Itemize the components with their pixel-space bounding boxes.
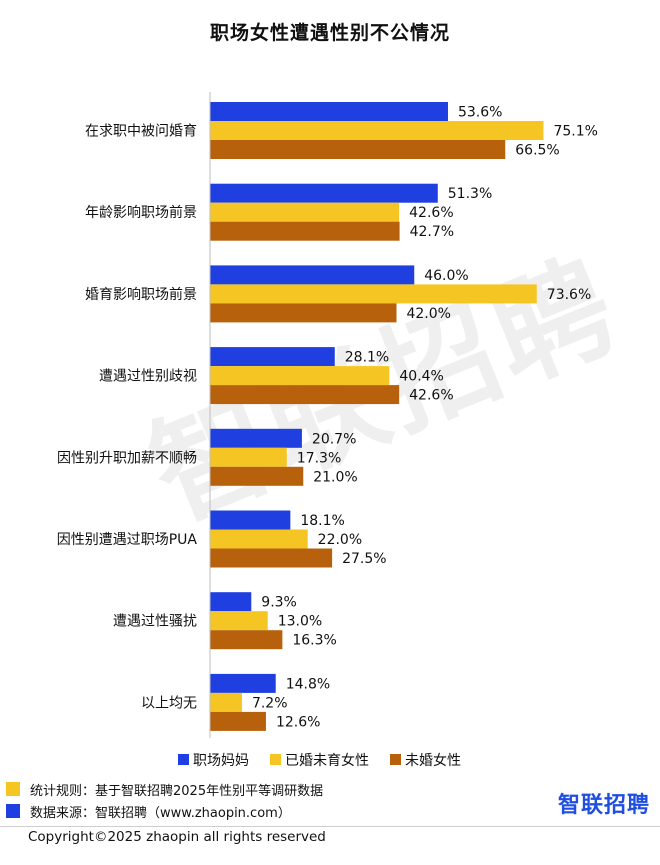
data-label: 7.2%: [252, 695, 288, 711]
data-label: 22.0%: [318, 532, 362, 548]
data-label: 73.6%: [547, 287, 591, 303]
bar: [210, 548, 333, 568]
note-source-swatch: [6, 804, 20, 818]
category-label: 遭遇过性骚扰: [113, 614, 197, 630]
bar: [210, 592, 252, 612]
brand-logo: 智联招聘: [557, 793, 650, 818]
note-rule: 统计规则：基于智联招聘2025年性别平等调研数据: [6, 780, 324, 799]
bar: [210, 284, 537, 304]
bar: [210, 183, 438, 203]
bar: [210, 611, 268, 631]
bar: [210, 711, 266, 731]
bar: [210, 221, 400, 241]
data-label: 13.0%: [278, 614, 322, 630]
data-label: 51.3%: [448, 186, 492, 202]
data-label: 42.6%: [409, 388, 453, 404]
data-label: 42.6%: [409, 205, 453, 221]
data-label: 75.1%: [553, 124, 597, 140]
data-label: 18.1%: [300, 513, 344, 529]
data-label: 46.0%: [424, 268, 468, 284]
bar: [210, 529, 308, 549]
category-labels: 在求职中被问婚育年龄影响职场前景婚育影响职场前景遭遇过性别歧视因性别升职加薪不顺…: [57, 124, 198, 712]
bar: [210, 692, 242, 712]
data-label: 16.3%: [292, 633, 336, 649]
category-label: 年龄影响职场前景: [85, 204, 197, 221]
data-label: 21.0%: [313, 469, 357, 485]
bar: [210, 428, 302, 448]
legend-label: 职场妈妈: [193, 753, 249, 769]
bar-chart: 在求职中被问婚育年龄影响职场前景婚育影响职场前景遭遇过性别歧视因性别升职加薪不顺…: [57, 92, 598, 769]
category-label: 因性别升职加薪不顺畅: [57, 450, 197, 466]
bar: [210, 385, 400, 405]
legend-swatch: [270, 754, 281, 765]
data-label: 40.4%: [399, 369, 443, 385]
chart-title: 职场女性遭遇性别不公情况: [209, 22, 450, 44]
bar: [210, 510, 291, 530]
category-label: 因性别遭遇过职场PUA: [57, 532, 198, 548]
bar: [210, 447, 287, 467]
category-label: 婚育影响职场前景: [85, 286, 197, 303]
data-label: 66.5%: [515, 143, 559, 159]
note-source: 数据来源：智联招聘（www.zhaopin.com）: [6, 802, 291, 821]
legend-label: 未婚女性: [405, 752, 461, 769]
bar: [210, 366, 390, 386]
bar: [210, 140, 506, 159]
data-label: 27.5%: [342, 551, 386, 567]
legend-label: 已婚未育女性: [285, 752, 369, 769]
bar: [210, 265, 415, 285]
bar: [210, 303, 397, 323]
value-labels: 53.6% 75.1% 66.5% 51.3% 42.6% 42.7% 46.0% 73.6%…: [252, 105, 598, 731]
copyright: Copyright©2025 zhaopin all rights reserv…: [28, 829, 326, 845]
bars: [210, 102, 544, 731]
legend-swatch: [178, 754, 189, 765]
category-label: 以上均无: [141, 695, 197, 711]
bar: [210, 673, 276, 693]
legend-swatch: [390, 754, 401, 765]
data-label: 28.1%: [345, 350, 389, 366]
data-label: 9.3%: [261, 595, 297, 611]
data-label: 53.6%: [458, 105, 502, 121]
data-label: 14.8%: [286, 676, 330, 692]
bar: [210, 102, 448, 121]
divider: [0, 826, 660, 827]
data-label: 12.6%: [276, 714, 320, 730]
bar: [210, 121, 544, 140]
note-rule-text: 统计规则：基于智联招聘2025年性别平等调研数据: [30, 783, 324, 799]
category-label: 在求职中被问婚育: [85, 124, 197, 140]
data-label: 17.3%: [297, 450, 341, 466]
legend: 职场妈妈 已婚未育女性 未婚女性: [178, 752, 461, 769]
bar: [210, 202, 400, 222]
note-source-text: 数据来源：智联招聘（www.zhaopin.com）: [30, 805, 291, 821]
data-label: 42.0%: [406, 306, 450, 322]
bar: [210, 466, 304, 486]
note-rule-swatch: [6, 782, 20, 796]
bar: [210, 630, 283, 650]
data-label: 42.7%: [410, 224, 454, 240]
data-label: 20.7%: [312, 431, 356, 447]
bar: [210, 347, 335, 367]
category-label: 遭遇过性别歧视: [99, 369, 197, 385]
